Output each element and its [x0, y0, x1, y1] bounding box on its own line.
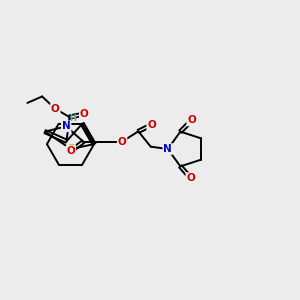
Text: S: S [67, 144, 75, 154]
Text: O: O [147, 120, 156, 130]
Text: O: O [186, 173, 195, 183]
Text: N: N [164, 144, 172, 154]
Text: N: N [62, 121, 70, 131]
Text: H: H [69, 114, 76, 123]
Text: O: O [80, 109, 88, 119]
Text: O: O [118, 136, 127, 147]
Text: O: O [67, 146, 75, 156]
Text: O: O [51, 104, 60, 114]
Text: O: O [187, 116, 196, 125]
